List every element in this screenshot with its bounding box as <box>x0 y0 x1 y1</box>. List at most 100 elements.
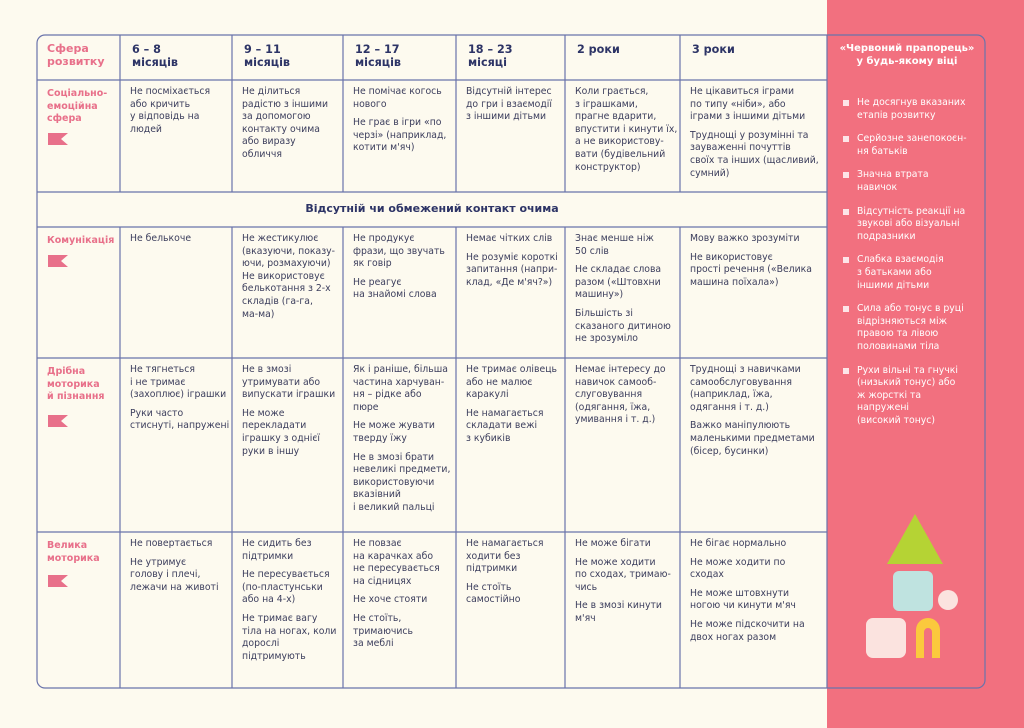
red-flag-text: Рухи вільні та гнучкі (низький тонус) аб… <box>857 364 958 426</box>
cell: Немає чітких слів Не розуміє короткі запи… <box>466 233 563 295</box>
cell-text: Не стоїть самостійно <box>466 581 521 606</box>
cell-text: Більшість зі сказаного дитиною не зрозум… <box>575 307 671 345</box>
cell-text: Не тримає вагу тіла на ногах, коли дорос… <box>242 612 337 662</box>
cell-text: Не в змозі брати невеликі предмети, вико… <box>353 451 451 513</box>
cell-text: Не белькоче <box>130 233 192 244</box>
age-header: 9 – 11 місяців <box>244 43 291 69</box>
cell-text: Не може ходити по сходах <box>690 556 786 581</box>
cell: Не бігає нормально Не може ходити по сход… <box>690 538 825 650</box>
cell: Не тягнеться і не тримає (захоплює) ігра… <box>130 364 230 439</box>
cell: Не в змозі утримувати або випускати ігра… <box>242 364 341 464</box>
cell: Відсутній інтерес до гри і взаємодії з і… <box>466 86 563 130</box>
cell-text: Не може штовхнути ногою чи кинути м'яч <box>690 587 796 612</box>
cell-text: Не може перекладати іграшку з однієї рук… <box>242 407 321 457</box>
cell: Коли грається, з іграшками, прагне вдари… <box>575 86 678 180</box>
cell-text: Не бігає нормально <box>690 538 787 549</box>
cell: Не белькоче <box>130 233 230 252</box>
red-flag-text: Не досягнув вказаних етапів розвитку <box>857 97 966 121</box>
cell: Не сидить без підтримки Не пересувається … <box>242 538 341 669</box>
cell-text: Не жестикулює (вказуючи, показу- ючи, ро… <box>242 233 336 320</box>
cell: Як і раніше, більша частина харчуван- ня… <box>353 364 454 521</box>
red-flag-text: Сила або тонус в руці відрізняються між … <box>857 303 964 352</box>
cell-text: Не повертається <box>130 538 213 549</box>
bullet <box>843 172 849 179</box>
cell: Не цікавиться іграми по типу «ніби», або… <box>690 86 825 186</box>
cell-text: Не стоїть, тримаючись за меблі <box>353 612 414 650</box>
cell-text: Відсутній інтерес до гри і взаємодії з і… <box>466 86 552 123</box>
cell-text: Мову важко зрозуміти <box>690 233 800 244</box>
cell: Не може бігати Не може ходити по сходах, … <box>575 538 678 632</box>
cell-text: Не намагається ходити без підтримки <box>466 538 544 575</box>
bullet <box>843 136 849 143</box>
bullet <box>843 306 849 313</box>
cell-text: Не цікавиться іграми по типу «ніби», або… <box>690 86 806 123</box>
cell-text: Немає інтересу до навичок самооб- слугов… <box>575 364 666 426</box>
cell-text: Руки часто стиснуті, напружені <box>130 407 230 432</box>
red-flag-text: Значна втрата навичок <box>857 169 929 193</box>
bullet <box>843 367 849 374</box>
cell-text: Не може підскочити на двох ногах разом <box>690 618 805 643</box>
cell-text: Коли грається, з іграшками, прагне вдари… <box>575 86 678 173</box>
cell: Немає інтересу до навичок самооб- слугов… <box>575 364 678 433</box>
cell-text: Не пересувається (по-пластунськи або на … <box>242 569 330 606</box>
cell-text: Не тягнеться і не тримає (захоплює) ігра… <box>130 364 227 401</box>
cell-text: Не в змозі кинути м'яч <box>575 600 662 624</box>
red-flag-text: Серйозне занепокоєн- ня батьків <box>857 133 967 157</box>
area-label: Дрібна моторика й пізнання <box>47 366 105 403</box>
cell-text: Не реагує на знайомі слова <box>353 276 437 301</box>
red-flag-header: «Червоний прапорець» у будь-якому віці <box>839 43 975 67</box>
bullet <box>843 100 849 106</box>
cell-text: Як і раніше, більша частина харчуван- ня… <box>353 364 448 413</box>
cell-text: Не в змозі утримувати або випускати ігра… <box>242 364 336 401</box>
red-flag-item: Слабка взаємодія з батьками або іншими д… <box>843 254 983 292</box>
cell: Не продукує фрази, що звучать як говір Не… <box>353 233 454 308</box>
cell-text: Не сидить без підтримки <box>242 538 312 562</box>
red-flag-text: Відсутність реакції на звукові або візуа… <box>857 205 966 242</box>
cell: Не посміхається або кричить у відповідь … <box>130 86 230 142</box>
cell-text: Немає чітких слів <box>466 233 553 244</box>
area-label: Велика моторика <box>47 540 100 564</box>
area-label: Соціально- емоційна сфера <box>47 88 108 125</box>
age-header: 6 – 8 місяців <box>132 43 179 69</box>
cell-text: Не хоче стояти <box>353 594 428 606</box>
cell-text: Труднощі у розумінні та зауваженні почут… <box>690 129 819 179</box>
cell: Знає менше ніж 50 слів Не складає слова р… <box>575 233 678 352</box>
cell: Не повертається Не утримує голову і плечі… <box>130 538 230 600</box>
red-flag-item: Відсутність реакції на звукові або візуа… <box>843 206 983 244</box>
area-label: Комунікація <box>47 235 115 246</box>
area-header: Сфера розвитку <box>47 42 105 68</box>
cell: Не тримає олівець або не малює каракулі Н… <box>466 364 563 452</box>
age-header: 3 роки <box>692 43 735 56</box>
bullet <box>843 257 849 264</box>
cell-text: Не помічає когось нового <box>353 86 442 110</box>
cell-text: Не може бігати <box>575 538 651 549</box>
red-flag-item: Сила або тонус в руці відрізняються між … <box>843 303 983 353</box>
cell: Не повзає на карачках або не пересуваєть… <box>353 538 454 657</box>
cell-text: Важко маніпулюють маленькими предметами … <box>690 420 815 457</box>
red-flag-item: Серйозне занепокоєн- ня батьків <box>843 133 983 158</box>
cell-text: Не може ходити по сходах, тримаю- чись <box>575 556 671 593</box>
cell: Труднощі з навичками самообслуговування … <box>690 364 825 464</box>
cell: Не помічає когось нового Не грає в ігри «… <box>353 86 454 161</box>
cell-text: Не посміхається або кричить у відповідь … <box>130 86 211 135</box>
cell-text: Не повзає на карачках або не пересуваєть… <box>353 538 440 587</box>
cell-text: Не розуміє короткі запитання (напри- кла… <box>466 251 558 288</box>
red-flag-item: Значна втрата навичок <box>843 169 983 194</box>
age-header: 12 – 17 місяців <box>355 43 402 69</box>
cell-text: Не грає в ігри «по черзі» (наприклад, ко… <box>353 117 447 154</box>
cell-text: Не тримає олівець або не малює каракулі <box>466 364 558 401</box>
cell: Не намагається ходити без підтримки Не ст… <box>466 538 563 613</box>
cell: Не ділиться радістю з іншими за допомого… <box>242 86 341 168</box>
age-header: 2 роки <box>577 43 620 56</box>
banner: Відсутній чи обмежений контакт очима <box>305 202 559 215</box>
cell-text: Не складає слова разом («Штовхни машину»… <box>575 264 662 301</box>
cell-text: Не може жувати тверду їжу <box>353 420 435 444</box>
cell-text: Не використовує прості речення («Велика … <box>690 251 812 288</box>
cell-text: Не намагається складати вежі з кубиків <box>466 407 544 444</box>
red-flag-item: Рухи вільні та гнучкі (низький тонус) аб… <box>843 365 983 428</box>
cell: Не жестикулює (вказуючи, показу- ючи, ро… <box>242 233 341 327</box>
cell-text: Знає менше ніж 50 слів <box>575 233 654 257</box>
red-flag-item: Не досягнув вказаних етапів розвитку <box>843 97 983 122</box>
cell-text: Труднощі з навичками самообслуговування … <box>690 364 801 413</box>
